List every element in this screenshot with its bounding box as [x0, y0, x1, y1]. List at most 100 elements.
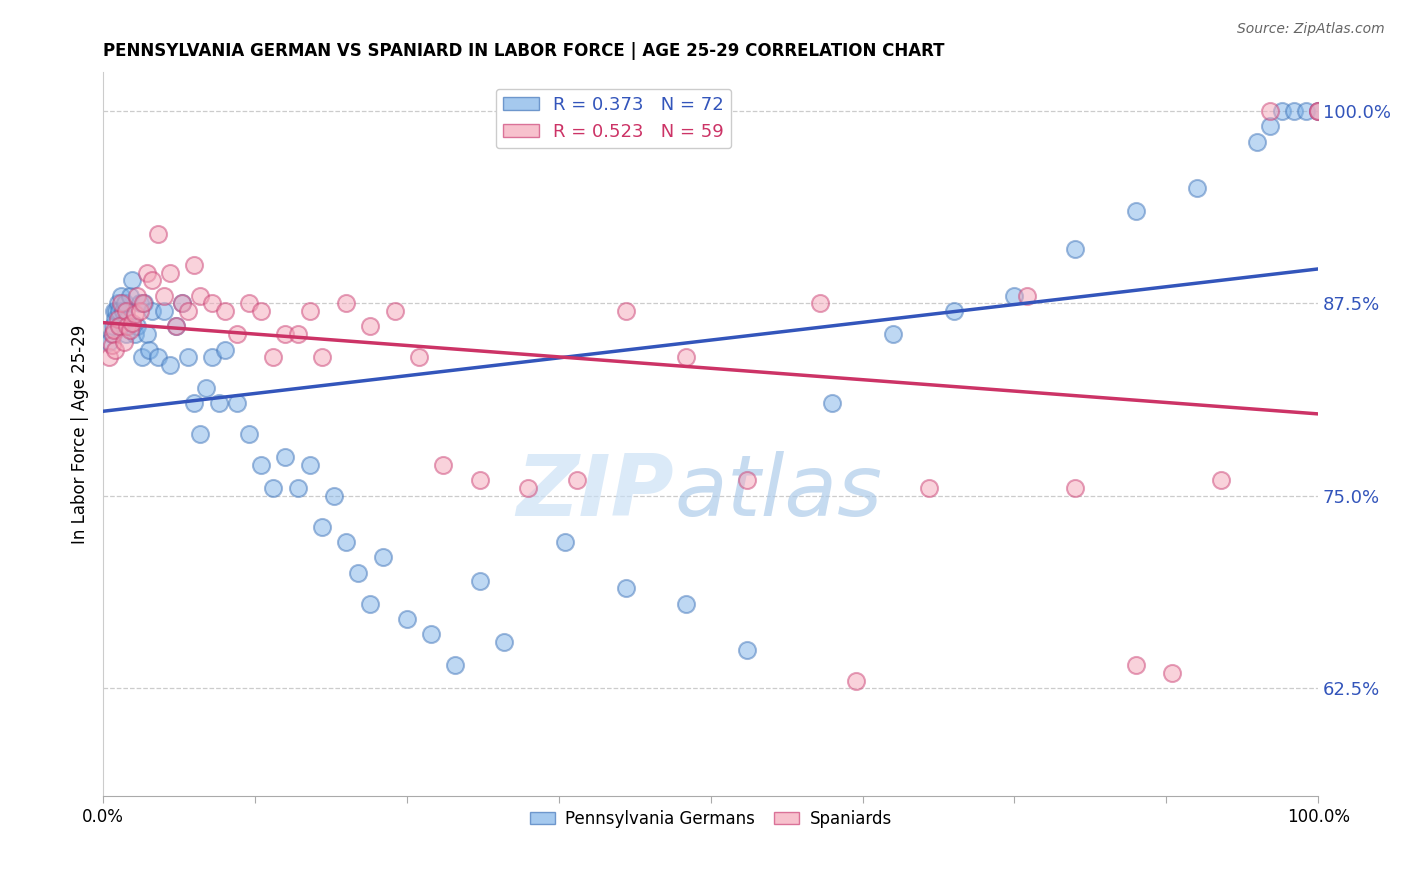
Point — [821, 396, 844, 410]
Point — [1295, 103, 1317, 118]
Point — [114, 296, 136, 310]
Point — [101, 319, 124, 334]
Point — [195, 381, 218, 395]
Point — [105, 304, 128, 318]
Point — [188, 288, 211, 302]
Point — [177, 351, 200, 365]
Text: PENNSYLVANIA GERMAN VS SPANIARD IN LABOR FORCE | AGE 25-29 CORRELATION CHART: PENNSYLVANIA GERMAN VS SPANIARD IN LABOR… — [103, 42, 945, 60]
Point — [274, 327, 297, 342]
Point — [1185, 181, 1208, 195]
Point — [153, 288, 176, 302]
Point — [395, 612, 418, 626]
Point — [141, 304, 163, 318]
Point — [675, 597, 697, 611]
Point — [675, 351, 697, 365]
Point — [1161, 665, 1184, 680]
Point — [128, 304, 150, 318]
Text: ZIP: ZIP — [516, 450, 675, 533]
Point — [1308, 103, 1330, 118]
Point — [1246, 135, 1268, 149]
Point — [250, 304, 273, 318]
Point — [101, 327, 124, 342]
Point — [104, 311, 127, 326]
Point — [117, 319, 139, 334]
Point — [103, 304, 125, 318]
Point — [124, 327, 146, 342]
Text: atlas: atlas — [675, 450, 882, 533]
Legend: Pennsylvania Germans, Spaniards: Pennsylvania Germans, Spaniards — [523, 804, 898, 835]
Point — [335, 535, 357, 549]
Point — [262, 481, 284, 495]
Point — [565, 474, 588, 488]
Point — [468, 474, 491, 488]
Point — [420, 627, 443, 641]
Point — [172, 296, 194, 310]
Point — [165, 319, 187, 334]
Point — [882, 327, 904, 342]
Point — [115, 327, 138, 342]
Point — [238, 427, 260, 442]
Point — [359, 319, 381, 334]
Point — [111, 304, 134, 318]
Point — [384, 304, 406, 318]
Point — [100, 327, 122, 342]
Point — [845, 673, 868, 688]
Point — [735, 474, 758, 488]
Point — [141, 273, 163, 287]
Point — [134, 296, 156, 310]
Point — [408, 351, 430, 365]
Point — [262, 351, 284, 365]
Point — [444, 658, 467, 673]
Point — [287, 327, 309, 342]
Point — [214, 343, 236, 357]
Point — [359, 597, 381, 611]
Point — [118, 288, 141, 302]
Point — [121, 273, 143, 287]
Point — [165, 319, 187, 334]
Point — [201, 351, 224, 365]
Point — [112, 334, 135, 349]
Point — [735, 642, 758, 657]
Point — [183, 396, 205, 410]
Point — [98, 334, 121, 349]
Point — [127, 288, 149, 302]
Point — [1258, 120, 1281, 134]
Point — [127, 319, 149, 334]
Point — [118, 322, 141, 336]
Point — [1258, 103, 1281, 118]
Point — [311, 351, 333, 365]
Point — [1209, 474, 1232, 488]
Point — [146, 351, 169, 365]
Point — [201, 296, 224, 310]
Point — [124, 307, 146, 321]
Point — [1308, 103, 1330, 118]
Point — [1308, 103, 1330, 118]
Point — [347, 566, 370, 580]
Point — [183, 258, 205, 272]
Point — [104, 343, 127, 357]
Point — [110, 288, 132, 302]
Point — [128, 296, 150, 310]
Point — [942, 304, 965, 318]
Point — [1002, 288, 1025, 302]
Point — [138, 343, 160, 357]
Point — [335, 296, 357, 310]
Point — [177, 304, 200, 318]
Point — [153, 304, 176, 318]
Point — [159, 358, 181, 372]
Point — [311, 519, 333, 533]
Point — [1064, 481, 1087, 495]
Point — [432, 458, 454, 472]
Point — [494, 635, 516, 649]
Point — [135, 266, 157, 280]
Point — [1271, 103, 1294, 118]
Point — [110, 296, 132, 310]
Point — [1064, 243, 1087, 257]
Point — [614, 304, 637, 318]
Point — [172, 296, 194, 310]
Point — [918, 481, 941, 495]
Point — [1125, 658, 1147, 673]
Y-axis label: In Labor Force | Age 25-29: In Labor Force | Age 25-29 — [72, 325, 89, 544]
Point — [115, 304, 138, 318]
Point — [159, 266, 181, 280]
